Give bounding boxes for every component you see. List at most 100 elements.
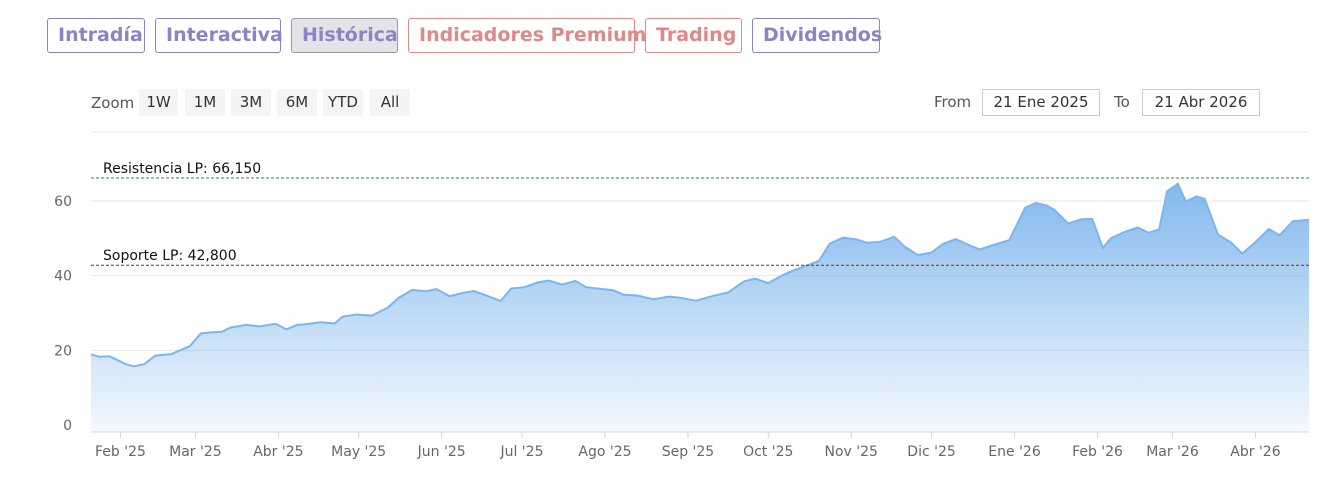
x-tick-label: Abr '25	[253, 444, 303, 460]
range-from-input[interactable]: 21 Ene 2025	[982, 89, 1100, 116]
zoom-3m-button[interactable]: 3M	[231, 89, 271, 116]
data-point	[153, 354, 157, 358]
x-tick-label: Sep '25	[662, 444, 715, 460]
data-point	[472, 289, 476, 293]
data-point	[1090, 217, 1094, 221]
tab-intradia[interactable]: Intradía	[47, 18, 145, 53]
data-point	[108, 354, 112, 358]
data-point	[978, 248, 982, 252]
data-point	[274, 322, 278, 326]
data-point	[1184, 199, 1188, 203]
data-point	[855, 238, 859, 242]
tab-interactiva[interactable]: Interactiva	[155, 18, 283, 53]
price-area	[91, 183, 1309, 432]
data-point	[370, 314, 374, 318]
zoom-1m-button[interactable]: 1M	[185, 89, 225, 116]
reference-line-label: Resistencia LP: 66,150	[103, 161, 261, 177]
x-tick-label: Dic '25	[907, 444, 955, 460]
data-point	[284, 327, 288, 331]
zoom-all-button[interactable]: All	[370, 89, 410, 116]
price-line	[90, 182, 1310, 368]
data-point	[1165, 189, 1169, 193]
data-point	[1109, 236, 1113, 240]
tab-trading[interactable]: Trading	[645, 18, 742, 53]
x-tick-label: Feb '26	[1072, 444, 1123, 460]
data-point	[916, 253, 920, 257]
data-point	[124, 362, 128, 366]
data-point	[726, 291, 730, 295]
data-point	[598, 287, 602, 291]
data-point	[1254, 240, 1258, 244]
range-to-input[interactable]: 21 Abr 2026	[1142, 89, 1260, 116]
zoom-1w-button[interactable]: 1W	[139, 89, 178, 116]
data-point	[1195, 195, 1199, 199]
tab-indicadores-premium[interactable]: Indicadores Premium	[408, 18, 646, 53]
data-point	[611, 288, 615, 292]
data-point	[228, 326, 232, 330]
data-point	[97, 355, 101, 359]
data-point	[1216, 233, 1220, 237]
data-point	[169, 352, 173, 356]
data-point	[188, 344, 192, 348]
data-point	[694, 299, 698, 303]
data-point	[448, 294, 452, 298]
data-point	[1023, 206, 1027, 210]
data-point	[244, 323, 248, 327]
data-point	[667, 295, 671, 299]
x-tick-label: Feb '25	[95, 444, 146, 460]
x-axis-labels: Feb '25 Mar '25 Abr '25 May '25 Jun '25 Jul '…	[95, 432, 1281, 460]
data-point	[485, 294, 489, 298]
zoom-label: Zoom	[91, 94, 135, 112]
data-point	[710, 294, 714, 298]
data-point	[560, 283, 564, 287]
data-point	[804, 264, 808, 268]
data-point	[1203, 197, 1207, 201]
zoom-6m-button[interactable]: 6M	[277, 89, 317, 116]
data-point	[220, 330, 224, 334]
data-point	[930, 251, 934, 255]
data-point	[753, 277, 757, 281]
data-point	[143, 362, 147, 366]
y-tick-label: 60	[54, 194, 72, 210]
data-point	[1080, 217, 1084, 221]
y-tick-label: 20	[54, 343, 72, 359]
data-point	[397, 296, 401, 300]
data-point	[841, 236, 845, 240]
data-point	[1176, 182, 1180, 186]
data-point	[1045, 204, 1049, 208]
reference-line-label: Soporte LP: 42,800	[103, 248, 237, 264]
data-point	[354, 313, 358, 317]
data-point	[1053, 208, 1057, 212]
data-point	[1122, 230, 1126, 234]
data-point	[584, 285, 588, 289]
data-point	[940, 242, 944, 246]
data-point	[341, 315, 345, 319]
data-point	[1229, 241, 1233, 245]
data-point	[386, 305, 390, 309]
data-point	[210, 330, 214, 334]
data-point	[434, 287, 438, 291]
x-tick-label: Mar '26	[1146, 444, 1199, 460]
data-point	[742, 279, 746, 283]
data-point	[790, 269, 794, 273]
y-axis-labels: 0 20 40 60	[54, 194, 72, 434]
data-point	[523, 285, 527, 289]
data-point	[635, 294, 639, 298]
data-point	[536, 280, 540, 284]
data-point	[1267, 227, 1271, 231]
data-point	[1157, 227, 1161, 231]
x-tick-label: Jun '25	[417, 444, 466, 460]
data-point	[1101, 246, 1105, 250]
range-from-label: From	[934, 93, 972, 111]
tab-historica[interactable]: Histórica	[291, 18, 398, 53]
data-point	[1066, 221, 1070, 225]
reference-lines: Resistencia LP: 66,150 Soporte LP: 42,800	[91, 161, 1309, 266]
tab-dividendos[interactable]: Dividendos	[752, 18, 882, 53]
data-point	[410, 288, 414, 292]
x-tick-label: Jul '25	[499, 444, 543, 460]
data-point	[622, 293, 626, 297]
data-point	[89, 352, 93, 356]
data-point	[967, 243, 971, 247]
zoom-ytd-button[interactable]: YTD	[323, 89, 363, 116]
